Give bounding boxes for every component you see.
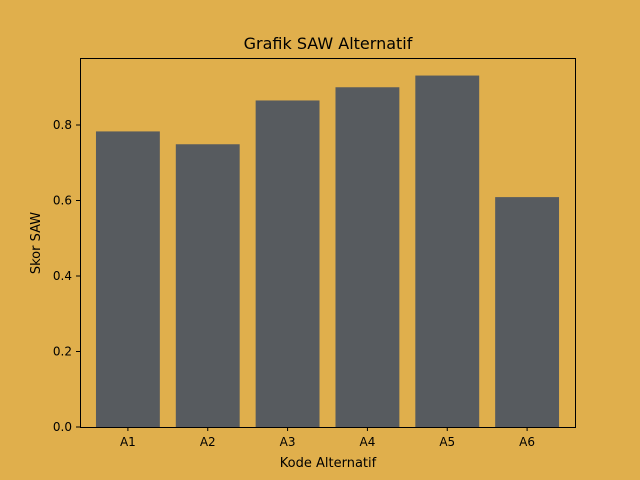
- bar-a1: [95, 131, 160, 428]
- y-axis-label: Skor SAW: [29, 212, 44, 274]
- bar-a5: [415, 75, 480, 427]
- y-tick-label: 0.4: [53, 269, 72, 283]
- y-tick-label: 0.0: [53, 420, 72, 434]
- bar-a2: [175, 144, 240, 427]
- x-axis-label: Kode Alternatif: [280, 456, 377, 471]
- x-tick-label: A6: [519, 435, 535, 449]
- x-tick-label: A1: [120, 435, 136, 449]
- y-tick-label: 0.8: [53, 118, 72, 132]
- x-tick-label: A4: [359, 435, 375, 449]
- x-tick-label: A5: [439, 435, 455, 449]
- axis-ticks: A1 A2 A3 A4 A5 A6 0.0 0.2 0.4 0.6 0.8: [53, 118, 535, 449]
- y-tick-label: 0.6: [53, 194, 72, 208]
- y-tick-label: 0.2: [53, 345, 72, 359]
- bar-a4: [335, 87, 400, 428]
- plot-frame: [80, 58, 576, 428]
- bar-a3: [255, 100, 320, 428]
- bars: [95, 75, 560, 428]
- x-tick-label: A2: [200, 435, 216, 449]
- bar-a6: [495, 197, 560, 427]
- x-tick-label: A3: [280, 435, 296, 449]
- chart-title: Grafik SAW Alternatif: [244, 34, 413, 53]
